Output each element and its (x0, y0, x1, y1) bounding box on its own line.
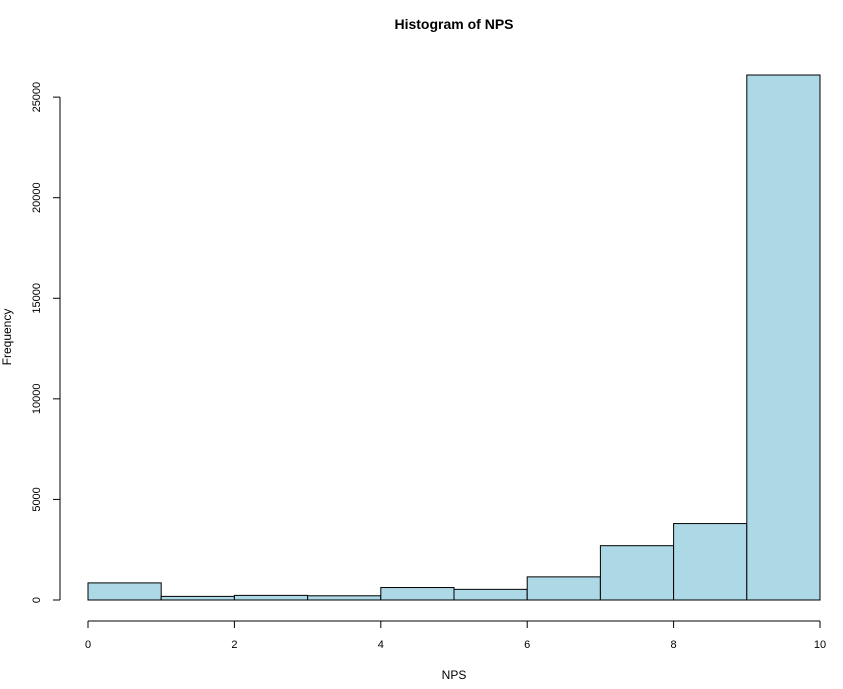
x-tick-label: 6 (524, 639, 530, 651)
y-axis: 0 5000 10000 15000 20000 25000 (31, 82, 61, 603)
y-tick-label: 25000 (31, 82, 43, 113)
y-tick-label: 10000 (31, 384, 43, 415)
chart-title: Histogram of NPS (394, 16, 513, 32)
y-tick-label: 0 (31, 597, 43, 603)
x-tick-label: 8 (671, 639, 677, 651)
x-tick-label: 0 (85, 639, 91, 651)
y-tick-label: 15000 (31, 283, 43, 314)
histogram-bar-5 (453, 588, 528, 601)
x-tick-label: 10 (814, 639, 826, 651)
histogram-bar-1 (160, 595, 235, 601)
x-axis-label: NPS (442, 668, 467, 682)
y-tick-label: 5000 (31, 487, 43, 511)
histogram-bar-9 (746, 74, 821, 601)
y-tick-label: 20000 (31, 182, 43, 213)
histogram-bar-2 (233, 594, 309, 601)
y-axis-label: Frequency (0, 309, 14, 366)
x-axis: 0 2 4 6 8 10 (85, 620, 826, 651)
histogram-bar-4 (380, 587, 455, 601)
histogram-bar-7 (599, 545, 675, 601)
histogram-bar-0 (87, 582, 162, 601)
histogram-bar-8 (673, 523, 748, 601)
bars-layer (87, 74, 821, 601)
histogram-bar-3 (307, 595, 382, 601)
x-tick-label: 4 (378, 639, 384, 651)
histogram-bar-6 (526, 576, 601, 601)
x-tick-label: 2 (231, 639, 237, 651)
